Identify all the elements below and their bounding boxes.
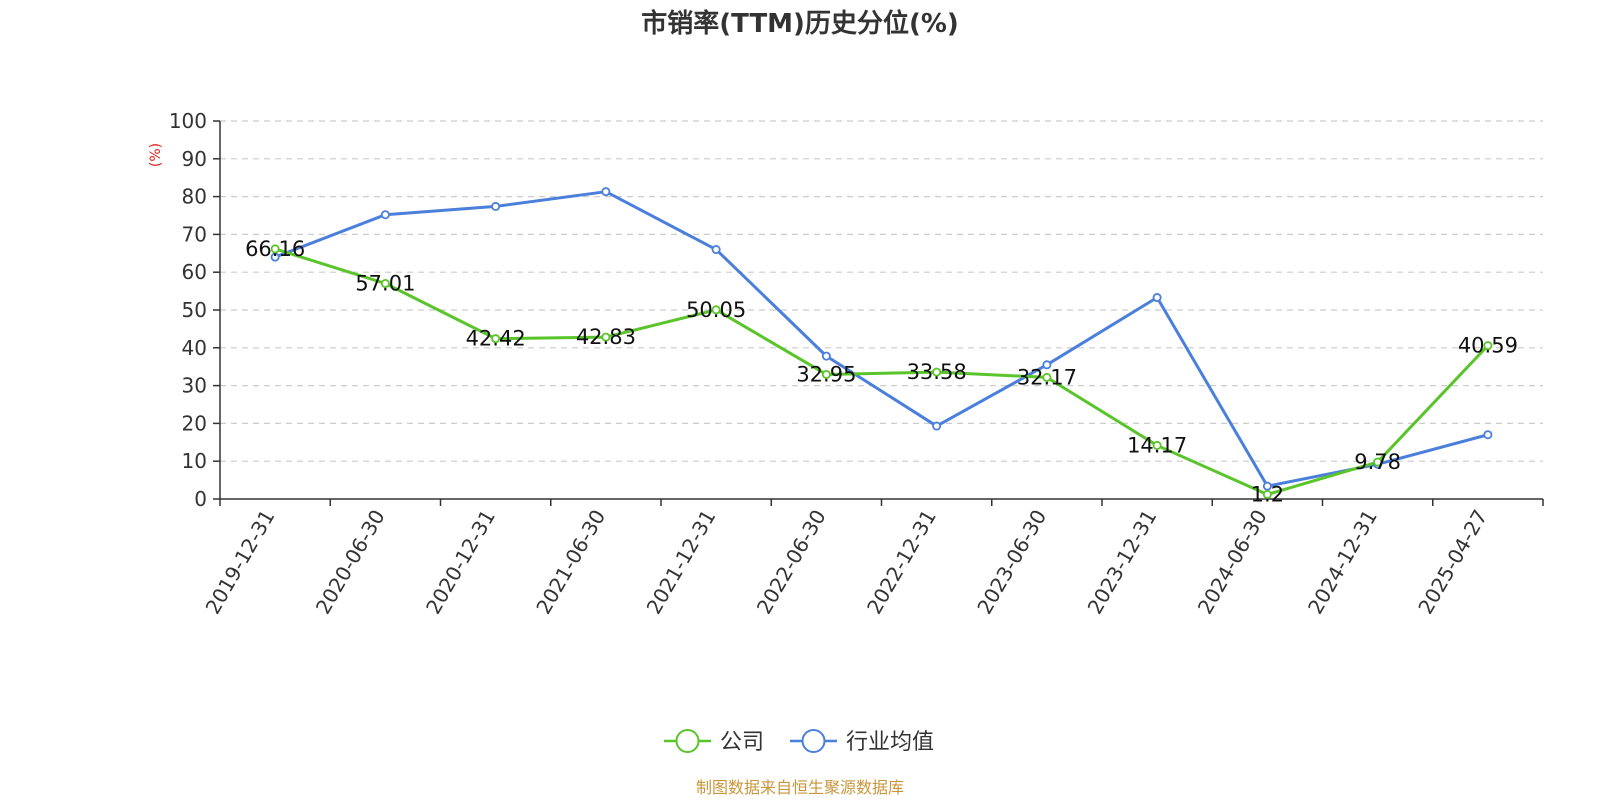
legend-label: 公司	[720, 730, 764, 755]
x-tick-label: 2020-12-31	[421, 506, 500, 619]
x-tick-label: 2022-06-30	[752, 506, 831, 619]
legend: 公司 行业均值	[664, 729, 934, 755]
data-point	[1042, 360, 1052, 370]
y-tick-label: 100	[169, 109, 207, 133]
data-label: 40.59	[1458, 334, 1518, 358]
data-point	[1373, 457, 1383, 467]
y-tick-label: 50	[182, 298, 207, 322]
data-point	[1262, 489, 1272, 499]
legend-swatch-marker	[675, 729, 700, 753]
x-tick-label: 2024-06-30	[1193, 506, 1272, 619]
data-label: 50.05	[686, 298, 746, 322]
data-point	[932, 367, 942, 377]
data-label: 57.01	[355, 272, 415, 296]
legend-label: 行业均值	[846, 730, 934, 755]
data-point	[711, 305, 721, 315]
data-point	[1042, 372, 1052, 382]
data-point	[821, 351, 831, 361]
data-labels: 66.16 57.01 42.42 42.83 50.05 32.95 33.58 32.17…	[245, 237, 1518, 507]
y-tick-label: 20	[182, 411, 207, 435]
axes	[213, 120, 1544, 506]
series-group	[270, 187, 1493, 499]
data-point	[1152, 440, 1162, 450]
y-tick-label: 90	[182, 147, 207, 171]
y-tick-label: 60	[182, 260, 207, 284]
x-tick-label: 2023-06-30	[972, 506, 1051, 619]
y-tick-label: 40	[182, 336, 207, 360]
y-tick-label: 0	[194, 487, 207, 511]
data-label: 32.95	[796, 362, 856, 386]
data-label: 33.58	[907, 360, 967, 384]
data-label: 14.17	[1127, 433, 1187, 457]
gridlines	[220, 120, 1543, 462]
x-tick-label: 2021-06-30	[531, 506, 610, 619]
y-tick-label: 10	[182, 449, 207, 473]
data-label: 42.42	[466, 327, 526, 351]
x-tick-label: 2021-12-31	[642, 506, 721, 619]
x-tick-label: 2024-12-31	[1303, 506, 1382, 619]
y-axis-label: (%)	[148, 143, 164, 167]
data-point	[380, 279, 390, 289]
x-tick-label: 2020-06-30	[311, 506, 390, 619]
data-point	[270, 252, 280, 262]
data-point	[491, 334, 501, 344]
x-tick-label: 2025-04-27	[1413, 506, 1492, 619]
series-line	[274, 190, 1489, 488]
data-label: 9.78	[1354, 450, 1401, 474]
data-point	[270, 244, 280, 254]
data-point	[1152, 293, 1162, 303]
source-note: 制图数据来自恒生聚源数据库	[696, 778, 904, 797]
x-tick-label: 2022-12-31	[862, 506, 941, 619]
data-point	[1483, 430, 1493, 440]
data-label: 66.16	[245, 237, 305, 261]
data-point	[601, 187, 611, 197]
y-tick-labels: 0 10 20 30 40 50 60 70 80 90 100	[169, 109, 207, 511]
x-tick-label: 2023-12-31	[1083, 506, 1162, 619]
y-tick-label: 80	[182, 185, 207, 209]
x-tick-labels: 2019-12-31 2020-06-30 2020-12-31 2021-06-30…	[201, 506, 1493, 619]
chart-title: 市销率(TTM)历史分位(%)	[641, 8, 959, 39]
data-point	[1262, 481, 1272, 491]
data-point	[932, 421, 942, 431]
data-label: 1.2	[1251, 482, 1284, 506]
data-point	[711, 245, 721, 255]
data-point	[491, 201, 501, 211]
y-tick-label: 70	[182, 222, 207, 246]
legend-swatch-marker	[801, 729, 826, 753]
data-label: 32.17	[1017, 365, 1077, 389]
x-tick-label: 2019-12-31	[201, 506, 280, 619]
data-point	[380, 210, 390, 220]
data-point	[601, 332, 611, 342]
data-point	[1483, 341, 1493, 351]
y-tick-label: 30	[182, 374, 207, 398]
data-point	[821, 369, 831, 379]
series-line	[274, 247, 1489, 496]
data-label: 42.83	[576, 325, 636, 349]
